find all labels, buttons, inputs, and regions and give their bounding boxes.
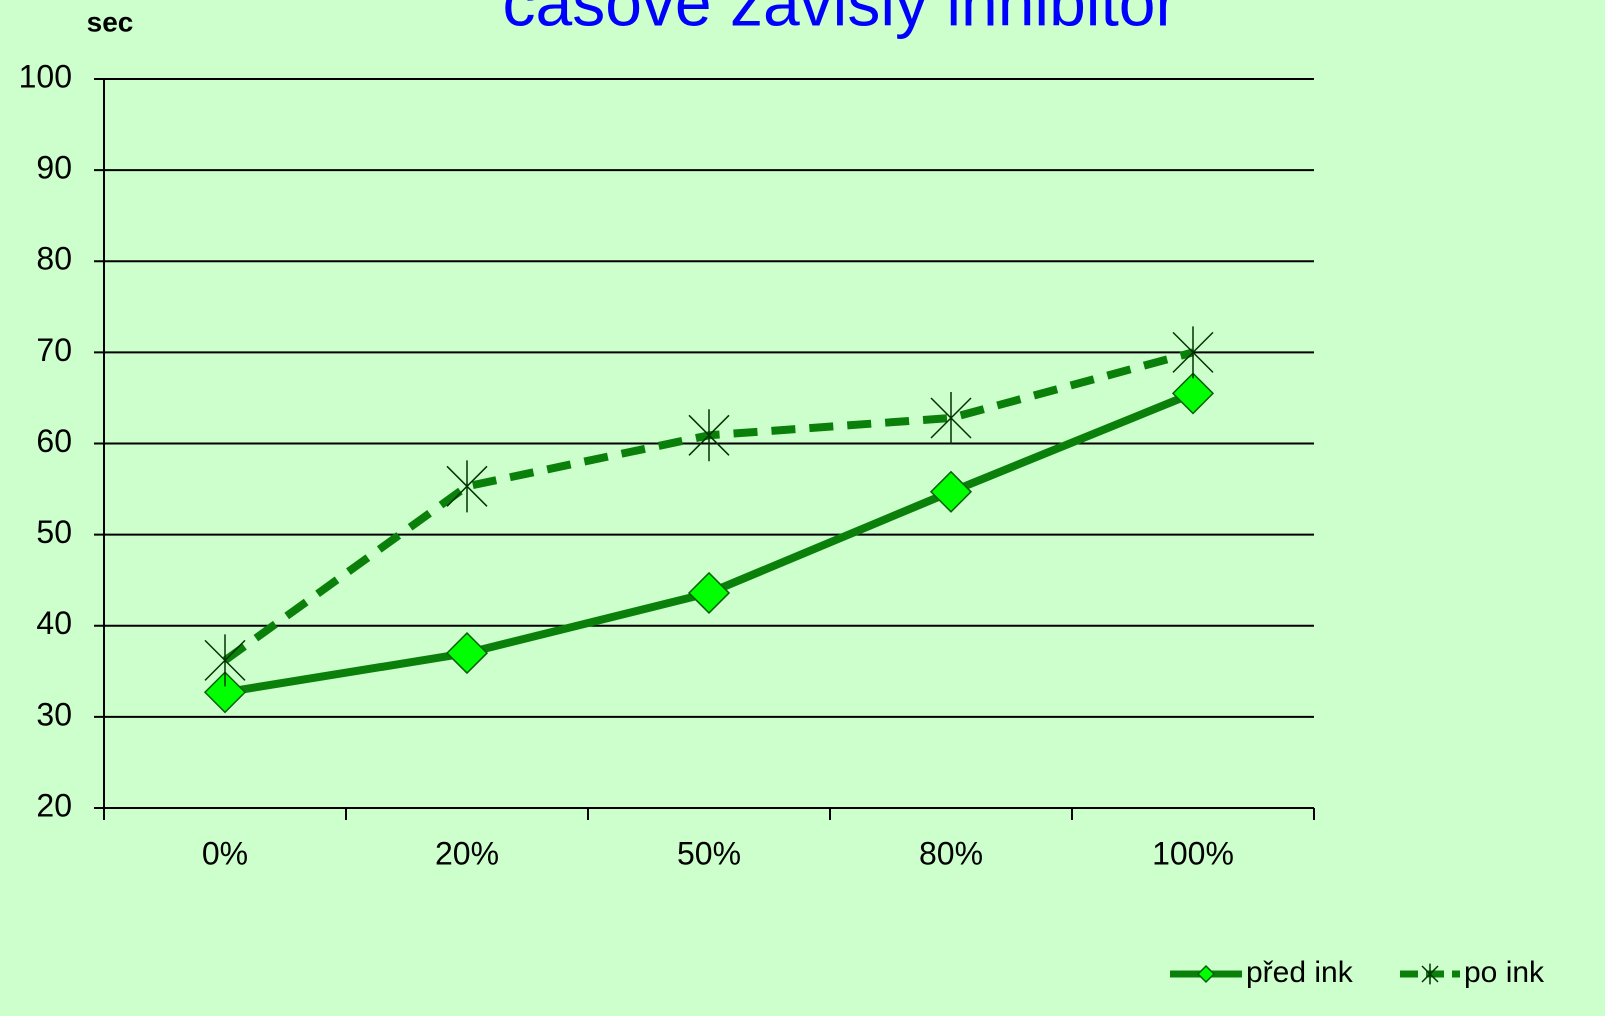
y-axis-label: sec bbox=[87, 6, 134, 37]
legend-label: před ink bbox=[1246, 956, 1354, 989]
chart-title: časově závislý inhibitor bbox=[503, 0, 1178, 39]
x-tick-label: 20% bbox=[435, 835, 499, 871]
y-tick-label: 50 bbox=[36, 514, 72, 550]
marker bbox=[688, 409, 730, 462]
y-tick-label: 100 bbox=[19, 58, 72, 94]
marker bbox=[929, 470, 973, 513]
marker bbox=[204, 634, 246, 687]
y-tick-label: 30 bbox=[36, 696, 72, 732]
marker bbox=[1171, 372, 1215, 415]
x-tick-label: 50% bbox=[677, 835, 741, 871]
y-tick-label: 60 bbox=[36, 423, 72, 459]
y-tick-label: 40 bbox=[36, 605, 72, 641]
x-tick-label: 80% bbox=[919, 835, 983, 871]
marker bbox=[930, 391, 972, 444]
y-tick-label: 80 bbox=[36, 241, 72, 277]
marker bbox=[445, 632, 489, 675]
x-tick-label: 100% bbox=[1152, 835, 1234, 871]
marker bbox=[203, 671, 247, 714]
marker bbox=[1172, 326, 1214, 379]
x-tick-label: 0% bbox=[202, 835, 248, 871]
legend-label: po ink bbox=[1464, 956, 1545, 989]
marker bbox=[1196, 964, 1216, 984]
series-line bbox=[222, 348, 1195, 664]
y-tick-label: 20 bbox=[36, 787, 72, 823]
marker bbox=[687, 571, 731, 615]
y-tick-label: 70 bbox=[36, 332, 72, 368]
marker bbox=[446, 460, 488, 513]
marker bbox=[1421, 963, 1439, 985]
y-tick-label: 90 bbox=[36, 150, 72, 186]
